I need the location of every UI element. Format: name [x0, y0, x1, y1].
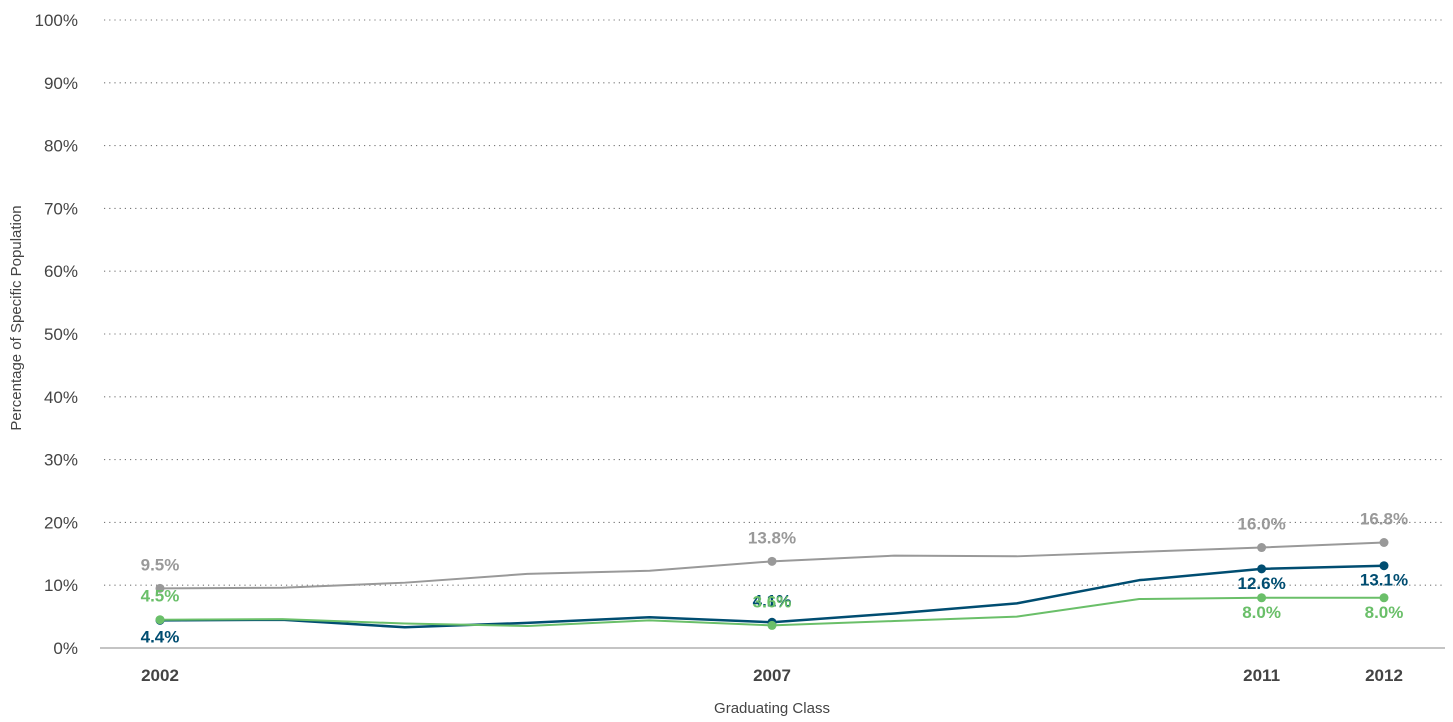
series-group: [155, 537, 1389, 630]
y-tick-label: 100%: [35, 11, 78, 30]
y-axis-ticks: 0% 10% 20% 30% 40% 50% 60% 70% 80% 90% 100%: [35, 11, 78, 658]
data-label: 16.0%: [1237, 515, 1285, 534]
grid: [104, 19, 1445, 586]
data-label: 4.1%: [753, 591, 792, 610]
x-tick-label: 2012: [1365, 666, 1403, 685]
y-tick-label: 70%: [44, 199, 78, 218]
data-point: [767, 620, 777, 630]
x-axis-ticks: 2002 2007 2011 2012: [141, 666, 1403, 685]
data-label: 9.5%: [141, 555, 180, 574]
data-label: 13.8%: [748, 528, 796, 547]
data-point: [1257, 543, 1267, 553]
data-label: 13.1%: [1360, 571, 1408, 590]
y-tick-label: 60%: [44, 262, 78, 281]
data-label: 3.6%: [753, 592, 792, 611]
data-point: [1257, 564, 1267, 574]
y-tick-label: 10%: [44, 576, 78, 595]
x-tick-label: 2007: [753, 666, 791, 685]
y-tick-label: 30%: [44, 451, 78, 470]
data-point: [1379, 593, 1389, 603]
y-tick-label: 80%: [44, 137, 78, 156]
data-label: 12.6%: [1237, 574, 1285, 593]
data-point: [1379, 537, 1389, 547]
y-tick-label: 0%: [53, 639, 78, 658]
data-point: [1379, 561, 1389, 571]
y-axis-label: Percentage of Specific Population: [8, 205, 25, 430]
data-point: [767, 556, 777, 566]
data-point: [155, 615, 165, 625]
data-label: 8.0%: [1242, 603, 1281, 622]
y-tick-label: 50%: [44, 325, 78, 344]
data-label: 16.8%: [1360, 509, 1408, 528]
x-tick-label: 2011: [1243, 666, 1280, 685]
x-tick-label: 2002: [141, 666, 179, 685]
y-tick-label: 40%: [44, 388, 78, 407]
y-tick-label: 90%: [44, 74, 78, 93]
x-axis-label: Graduating Class: [714, 700, 830, 717]
data-labels: 9.5% 13.8% 16.0% 16.8% 4.4% 4.1% 12.6% 13.1% 4.5…: [141, 509, 1408, 646]
data-point: [1257, 593, 1267, 603]
y-tick-label: 20%: [44, 513, 78, 532]
data-label: 4.4%: [141, 627, 180, 646]
data-label: 4.5%: [141, 587, 180, 606]
data-label: 8.0%: [1365, 603, 1404, 622]
data-point: [155, 583, 165, 593]
